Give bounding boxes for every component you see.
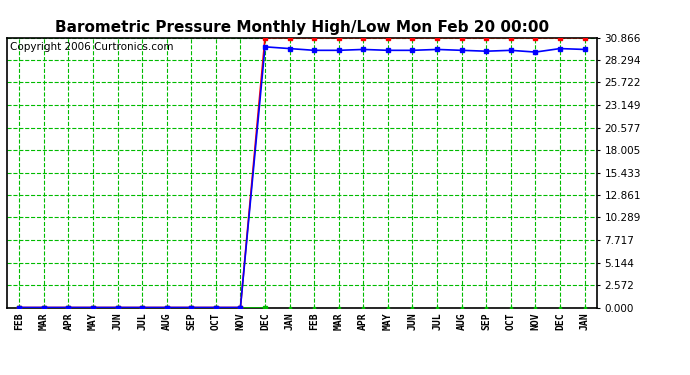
Title: Barometric Pressure Monthly High/Low Mon Feb 20 00:00: Barometric Pressure Monthly High/Low Mon… <box>55 20 549 35</box>
Text: Copyright 2006 Curtronics.com: Copyright 2006 Curtronics.com <box>10 42 173 51</box>
